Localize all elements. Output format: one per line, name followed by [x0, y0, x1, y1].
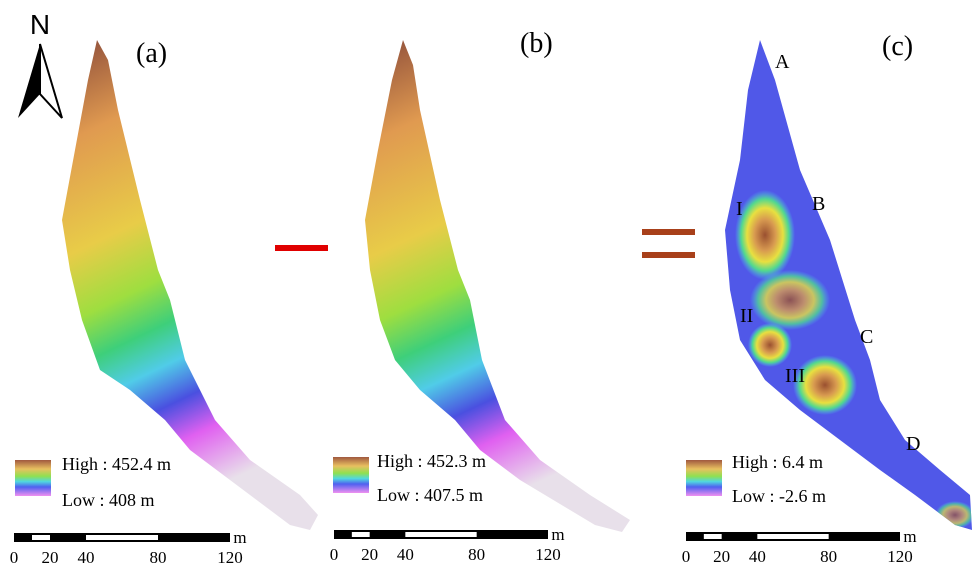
dem-b	[365, 40, 630, 532]
annotation: A	[775, 51, 790, 73]
scale-tick-label: 120	[535, 545, 561, 564]
scale-bar-block	[351, 532, 370, 537]
scale-tick-label: 40	[78, 548, 95, 566]
scale-tick-label: 80	[468, 545, 485, 564]
legend-high: High : 452.4 m	[62, 454, 171, 474]
panel-label: (c)	[882, 31, 913, 62]
scale-unit: m	[903, 527, 916, 546]
scale-tick-label: 20	[361, 545, 378, 564]
annotation: III	[785, 365, 805, 387]
scale-tick-label: 80	[820, 547, 837, 566]
scale-bar-block	[405, 532, 477, 537]
scale-unit: m	[233, 528, 246, 547]
scale-tick-label: 0	[682, 547, 691, 566]
scale-tick-label: 0	[10, 548, 19, 566]
scale-bar-block	[32, 535, 50, 540]
legend-high: High : 6.4 m	[732, 452, 823, 472]
legend-low: Low : 407.5 m	[377, 485, 483, 505]
legend-ramp	[15, 460, 51, 496]
legend-ramp	[333, 457, 369, 493]
legend-ramp	[686, 460, 722, 496]
legend-high: High : 452.3 m	[377, 451, 486, 471]
scale-tick-label: 40	[749, 547, 766, 566]
panel-label: (b)	[520, 28, 553, 59]
scale-tick-label: 40	[397, 545, 414, 564]
annotation: II	[740, 305, 753, 327]
scale-tick-label: 120	[887, 547, 913, 566]
scale-tick-label: 20	[42, 548, 59, 566]
legend-low: Low : 408 m	[62, 490, 155, 510]
scale-tick-label: 20	[713, 547, 730, 566]
annotation: I	[736, 198, 743, 220]
scale-bar-block	[86, 535, 158, 540]
scale-tick-label: 120	[217, 548, 243, 566]
north-label: N	[30, 9, 50, 40]
annotation: D	[906, 433, 920, 455]
north-arrow-left	[18, 44, 40, 118]
scale-tick-label: 80	[150, 548, 167, 566]
panel-label: (a)	[136, 38, 167, 69]
north-arrow-right	[39, 43, 63, 119]
scale-bar-block	[703, 534, 722, 539]
scale-unit: m	[551, 525, 564, 544]
annotation: C	[860, 326, 873, 348]
dem-a	[62, 40, 318, 530]
scale-tick-label: 0	[330, 545, 339, 564]
annotation: B	[812, 193, 825, 215]
legend-low: Low : -2.6 m	[732, 486, 826, 506]
scale-bar-block	[757, 534, 829, 539]
